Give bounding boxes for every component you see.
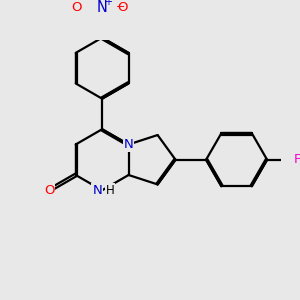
Text: N: N	[92, 184, 102, 197]
Text: O: O	[71, 1, 81, 13]
Text: H: H	[106, 184, 115, 197]
Text: −: −	[116, 2, 126, 12]
Text: O: O	[44, 184, 55, 197]
Text: F: F	[294, 153, 300, 166]
Text: N: N	[124, 138, 134, 151]
Text: N: N	[97, 0, 108, 15]
Text: O: O	[118, 1, 128, 13]
Text: +: +	[104, 0, 112, 7]
